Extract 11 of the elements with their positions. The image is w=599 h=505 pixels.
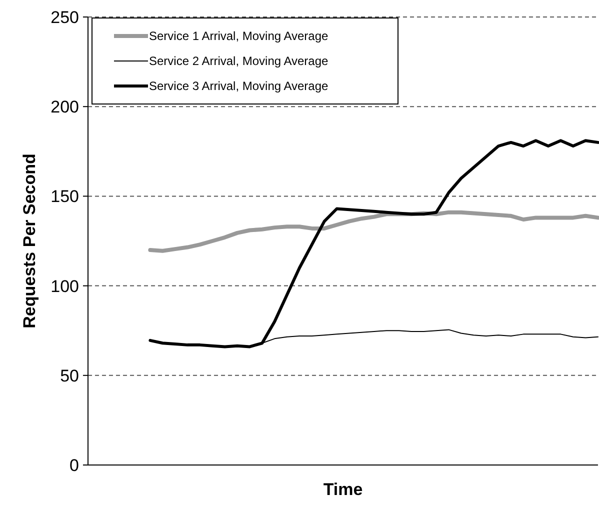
y-tick-label: 0 <box>70 456 79 475</box>
y-tick-label: 100 <box>50 276 79 296</box>
legend-label: Service 1 Arrival, Moving Average <box>149 29 329 44</box>
y-tick-label: 150 <box>50 187 79 206</box>
x-axis-title: Time <box>323 480 363 499</box>
y-tick-label: 250 <box>50 8 79 27</box>
y-tick-label: 200 <box>50 98 79 117</box>
y-axis-title: Requests Per Second <box>20 154 39 328</box>
legend-label: Service 2 Arrival, Moving Average <box>149 54 329 68</box>
legend-label: Service 3 Arrival, Moving Average <box>149 79 329 94</box>
y-tick-label: 50 <box>60 366 79 386</box>
